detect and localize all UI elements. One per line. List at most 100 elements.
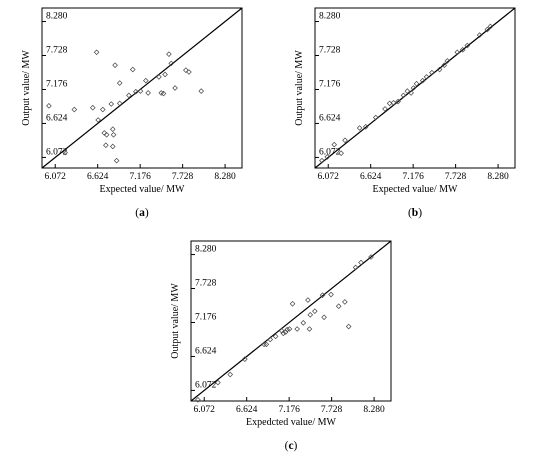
data-point: [423, 74, 430, 80]
y-tick-label: 8.280: [46, 12, 68, 22]
plot-frame: [41, 7, 243, 169]
y-tick-label: 6.624: [46, 113, 68, 123]
x-axis-label: Expected value/ MW: [100, 184, 186, 195]
data-point: [109, 143, 116, 150]
x-tick-label: 8.280: [363, 405, 385, 415]
data-point: [280, 330, 287, 337]
y-axis-label: Output value/ MW: [294, 50, 305, 126]
y-tick-label: 6.624: [319, 113, 341, 123]
data-point: [95, 117, 101, 123]
data-point: [362, 123, 369, 130]
x-tick-label: 6.072: [45, 172, 67, 182]
panel-label: (a): [135, 207, 149, 219]
y-tick-label: 6.072: [46, 147, 68, 157]
x-tick-label: 7.176: [129, 172, 151, 182]
data-point: [400, 92, 407, 99]
data-point: [282, 329, 289, 335]
panel-letter: c: [288, 440, 293, 452]
data-point: [338, 150, 344, 157]
data-point: [71, 106, 78, 113]
data-point: [319, 292, 326, 298]
y-tick-label: 7.728: [195, 279, 217, 289]
data-point: [312, 308, 318, 314]
data-point: [328, 291, 334, 298]
data-point: [156, 74, 162, 80]
data-point: [307, 312, 314, 318]
data-point: [183, 67, 189, 73]
x-axis-label: Expedcted value/ MW: [246, 417, 337, 428]
panel-label: (b): [408, 207, 422, 219]
data-point: [436, 66, 443, 73]
data-point: [99, 106, 106, 113]
y-tick-label: 8.280: [319, 12, 341, 22]
data-point: [413, 80, 420, 87]
panel-letter: a: [139, 207, 145, 219]
data-point: [345, 323, 352, 330]
data-point: [419, 77, 426, 84]
data-point: [172, 85, 178, 91]
data-point: [272, 333, 279, 340]
x-tick-label: 7.176: [402, 172, 424, 182]
data-point: [368, 254, 374, 260]
panel-letter: b: [412, 207, 418, 219]
data-point: [110, 131, 117, 138]
panel-b: 6.072 6.624 7.176 7.728 8.280 6.072 6.624 7.176…: [294, 7, 516, 219]
data-point: [267, 336, 274, 343]
data-point: [286, 326, 293, 332]
y-tick-label: 7.176: [319, 79, 341, 89]
data-point: [386, 100, 393, 107]
x-tick-label: 7.728: [445, 172, 467, 182]
data-point: [168, 60, 175, 67]
data-point: [62, 149, 68, 156]
data-point: [358, 259, 364, 266]
data-point: [198, 88, 205, 94]
x-axis-label: Expected value/ MW: [373, 184, 459, 195]
x-tick-label: 6.072: [194, 405, 216, 415]
y-tick-label: 7.728: [319, 46, 341, 56]
data-point: [372, 114, 379, 121]
data-point: [145, 90, 151, 96]
data-point: [356, 125, 363, 131]
data-point: [143, 77, 149, 84]
data-point: [89, 104, 96, 111]
data-point: [429, 69, 435, 76]
data-point: [103, 131, 110, 138]
data-point: [242, 356, 248, 362]
data-point: [284, 326, 290, 333]
data-point: [484, 26, 491, 33]
panel-a: 6.072 6.624 7.176 7.728 8.280 6.072 6.624 7.176…: [21, 7, 243, 219]
data-point: [133, 88, 139, 95]
data-point: [390, 99, 397, 106]
data-point: [129, 66, 136, 73]
data-point: [186, 69, 192, 75]
y-tick-label: 7.176: [46, 79, 68, 89]
data-point: [454, 49, 461, 56]
data-point: [476, 32, 483, 38]
data-point: [166, 51, 172, 57]
data-point: [408, 90, 414, 96]
y-tick-label: 6.072: [195, 380, 217, 390]
data-point: [306, 326, 313, 332]
data-point: [103, 142, 109, 149]
data-point: [487, 23, 494, 30]
data-point: [195, 396, 201, 403]
data-point: [395, 98, 401, 105]
x-tick-label: 6.624: [87, 172, 109, 182]
x-tick-label: 7.728: [321, 405, 343, 415]
x-tick-label: 8.280: [214, 172, 236, 182]
data-point: [289, 300, 296, 307]
plot-frame: [190, 240, 392, 402]
data-point: [444, 58, 451, 64]
y-tick-label: 6.072: [319, 147, 341, 157]
data-point: [160, 90, 167, 97]
y-tick-label: 7.728: [46, 46, 68, 56]
data-point: [46, 103, 52, 109]
data-point: [215, 379, 221, 386]
data-point: [321, 314, 327, 321]
data-point: [342, 299, 348, 305]
reference-line: [41, 7, 243, 169]
x-tick-label: 6.072: [318, 172, 340, 182]
data-point: [441, 62, 448, 69]
data-point: [410, 85, 417, 91]
